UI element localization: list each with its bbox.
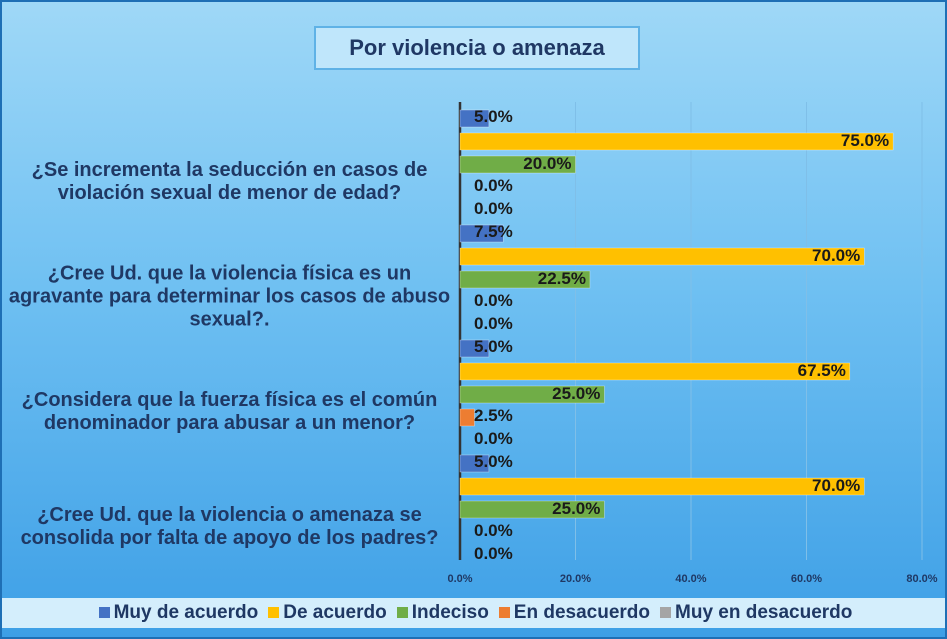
legend-swatch [396, 607, 408, 618]
data-label: 2.5% [474, 406, 513, 425]
data-label: 25.0% [552, 499, 600, 518]
x-tick-label: 80.0% [906, 573, 937, 585]
bar [459, 132, 894, 151]
bar [459, 247, 865, 266]
category-label: ¿Considera que la fuerza física es el co… [21, 388, 438, 434]
bar [459, 270, 591, 289]
legend-item: Muy en desacuerdo [660, 602, 852, 624]
legend-swatch [498, 607, 510, 618]
data-label: 75.0% [841, 131, 889, 150]
x-tick-label: 20.0% [560, 573, 591, 585]
legend-swatch [660, 607, 672, 618]
bar [459, 385, 605, 404]
category-label: ¿Se incrementa la seducción en casos de … [31, 158, 428, 204]
category-label: ¿Cree Ud. que la violencia física es un … [8, 262, 451, 330]
data-label: 67.5% [798, 361, 846, 380]
data-label: 0.0% [474, 429, 513, 448]
bar [459, 454, 490, 473]
data-label: 22.5% [538, 269, 586, 288]
legend-item: En desacuerdo [498, 602, 651, 624]
data-label: 70.0% [812, 246, 860, 265]
legend-label: De acuerdo [283, 602, 387, 623]
data-label: 5.0% [474, 337, 513, 356]
data-label: 0.0% [474, 199, 513, 218]
bar [459, 224, 504, 243]
legend-label: Muy de acuerdo [113, 602, 259, 623]
bar [459, 500, 605, 519]
legend-item: Muy de acuerdo [98, 602, 259, 624]
data-label: 25.0% [552, 384, 600, 403]
bar [459, 477, 865, 496]
legend-label: En desacuerdo [513, 602, 651, 623]
bar [459, 408, 475, 427]
data-label: 0.0% [474, 314, 513, 333]
legend: Muy de acuerdo De acuerdo Indeciso En desac… [2, 598, 945, 628]
legend-swatch [268, 607, 280, 618]
x-tick-label: 0.0% [447, 573, 472, 585]
data-label: 0.0% [474, 176, 513, 195]
data-label: 0.0% [474, 544, 513, 563]
bar [459, 109, 490, 128]
data-label: 20.0% [523, 154, 571, 173]
data-label: 0.0% [474, 291, 513, 310]
legend-item: Indeciso [396, 602, 489, 624]
chart-title: Por violencia o amenaza [314, 26, 640, 70]
legend-item: De acuerdo [268, 602, 387, 624]
data-label: 5.0% [474, 107, 513, 126]
bar [459, 362, 851, 381]
x-tick-label: 40.0% [675, 573, 706, 585]
data-label: 70.0% [812, 476, 860, 495]
category-label: ¿Cree Ud. que la violencia o amenaza se … [20, 503, 439, 549]
bar [459, 339, 490, 358]
legend-label: Muy en desacuerdo [675, 602, 853, 623]
legend-label: Indeciso [411, 602, 489, 623]
bar [459, 155, 576, 174]
legend-swatch [98, 607, 110, 618]
data-label: 5.0% [474, 452, 513, 471]
data-label: 7.5% [474, 222, 513, 241]
data-label: 0.0% [474, 521, 513, 540]
x-tick-label: 60.0% [791, 573, 822, 585]
